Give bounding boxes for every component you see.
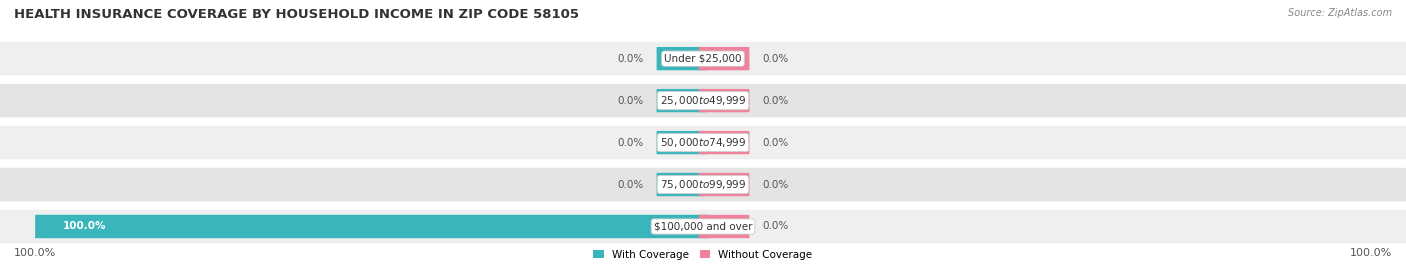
Text: 0.0%: 0.0% [617, 179, 644, 190]
FancyBboxPatch shape [699, 89, 749, 112]
Text: HEALTH INSURANCE COVERAGE BY HOUSEHOLD INCOME IN ZIP CODE 58105: HEALTH INSURANCE COVERAGE BY HOUSEHOLD I… [14, 8, 579, 21]
FancyBboxPatch shape [0, 84, 1406, 117]
FancyBboxPatch shape [699, 131, 749, 154]
FancyBboxPatch shape [699, 215, 749, 238]
FancyBboxPatch shape [0, 168, 1406, 201]
Text: 0.0%: 0.0% [762, 179, 789, 190]
Text: 0.0%: 0.0% [617, 54, 644, 64]
FancyBboxPatch shape [0, 210, 1406, 243]
FancyBboxPatch shape [699, 173, 749, 196]
FancyBboxPatch shape [0, 42, 1406, 75]
Text: Source: ZipAtlas.com: Source: ZipAtlas.com [1288, 8, 1392, 18]
FancyBboxPatch shape [657, 173, 707, 196]
Text: $50,000 to $74,999: $50,000 to $74,999 [659, 136, 747, 149]
FancyBboxPatch shape [657, 131, 707, 154]
FancyBboxPatch shape [657, 89, 707, 112]
Text: $100,000 and over: $100,000 and over [654, 221, 752, 232]
Text: $25,000 to $49,999: $25,000 to $49,999 [659, 94, 747, 107]
FancyBboxPatch shape [657, 47, 707, 70]
Text: 0.0%: 0.0% [617, 137, 644, 148]
Text: $75,000 to $99,999: $75,000 to $99,999 [659, 178, 747, 191]
FancyBboxPatch shape [0, 126, 1406, 159]
Text: 100.0%: 100.0% [14, 248, 56, 258]
Text: 0.0%: 0.0% [762, 221, 789, 232]
Text: 0.0%: 0.0% [762, 54, 789, 64]
Text: 100.0%: 100.0% [63, 221, 107, 232]
Text: 0.0%: 0.0% [762, 137, 789, 148]
Text: 100.0%: 100.0% [1350, 248, 1392, 258]
FancyBboxPatch shape [699, 47, 749, 70]
FancyBboxPatch shape [35, 215, 710, 238]
Legend: With Coverage, Without Coverage: With Coverage, Without Coverage [589, 245, 817, 264]
Text: 0.0%: 0.0% [762, 95, 789, 106]
Text: Under $25,000: Under $25,000 [664, 54, 742, 64]
Text: 0.0%: 0.0% [617, 95, 644, 106]
